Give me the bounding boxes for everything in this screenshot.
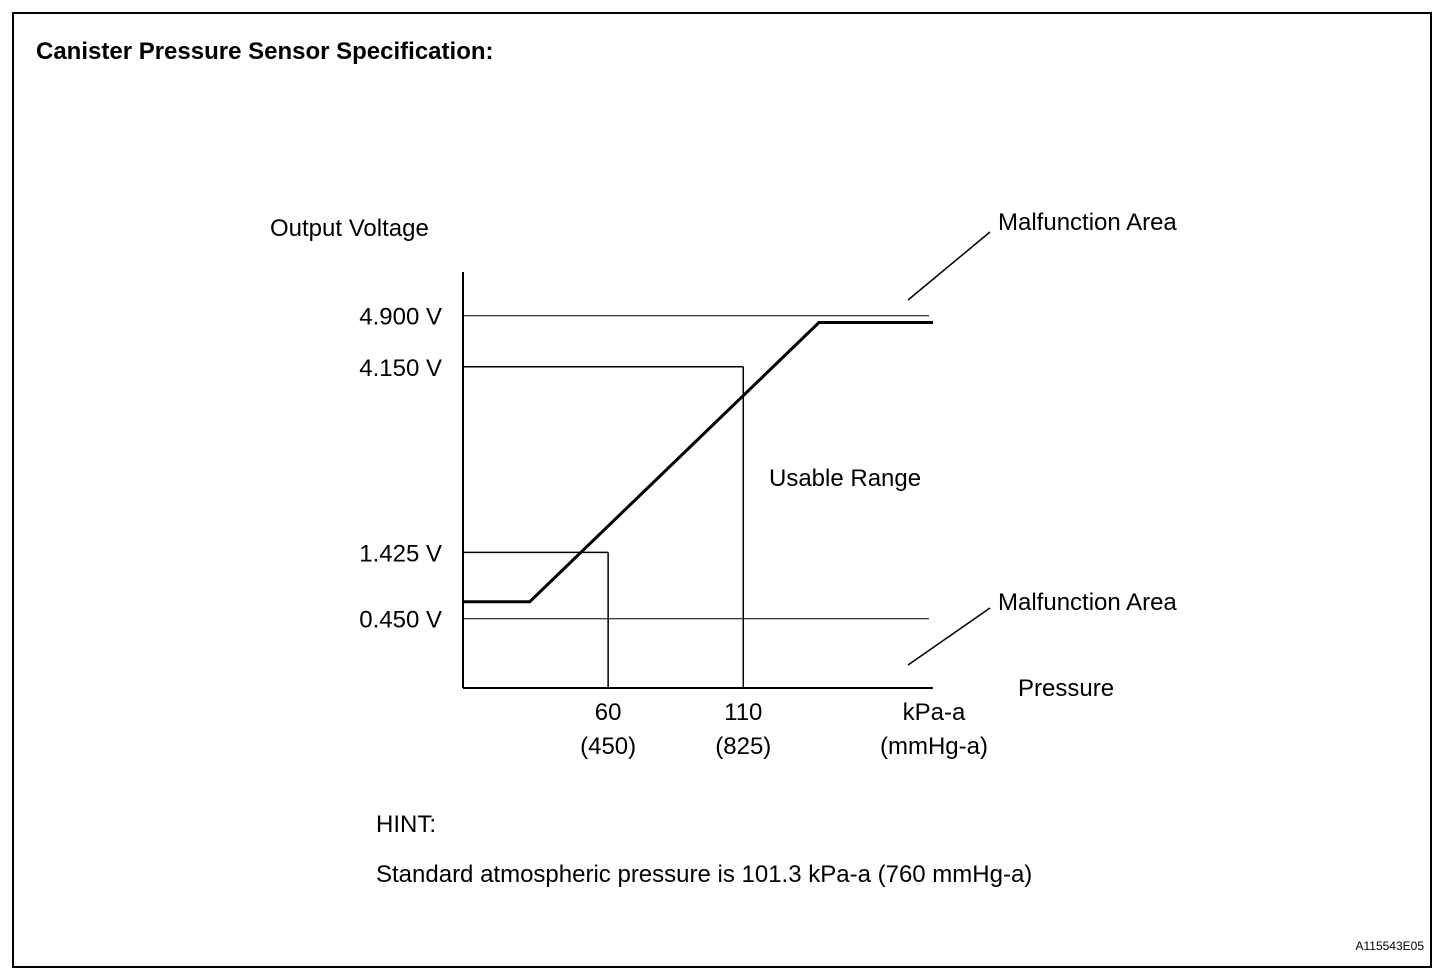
page-title: Canister Pressure Sensor Specification: [36,38,494,65]
x-axis-label: Pressure [1018,675,1114,702]
x-tick-sublabel: (450) [580,733,636,760]
y-tick-label: 1.425 V [359,540,442,567]
figure-frame [12,12,1432,968]
plot-area: 0.450 V 1.425 V 4.150 V 4.900 V 60 (450) 110 (8… [359,272,933,760]
malfunction-area-upper-label: Malfunction Area [998,209,1177,236]
x-unit-sublabel: (mmHg-a) [880,733,988,760]
y-tick-label: 0.450 V [359,607,442,634]
x-tick-label: 60 [595,699,622,726]
y-axis-label: Output Voltage [270,215,429,242]
malfunction-area-lower-label: Malfunction Area [998,589,1177,616]
hint-text: Standard atmospheric pressure is 101.3 k… [376,861,1033,888]
hint-label: HINT: [376,811,436,838]
figure-id: A115543E05 [1355,939,1424,953]
malfunction-upper-pointer [907,231,991,301]
x-tick-sublabel: (825) [715,733,771,760]
usable-range-label: Usable Range [769,465,921,492]
x-unit-label: kPa-a [903,699,966,726]
output-voltage-line-0 [463,321,933,604]
x-tick-label: 110 [724,699,762,726]
malfunction-lower-pointer [907,607,991,666]
y-tick-label: 4.900 V [359,304,442,331]
y-tick-label: 4.150 V [359,355,442,382]
